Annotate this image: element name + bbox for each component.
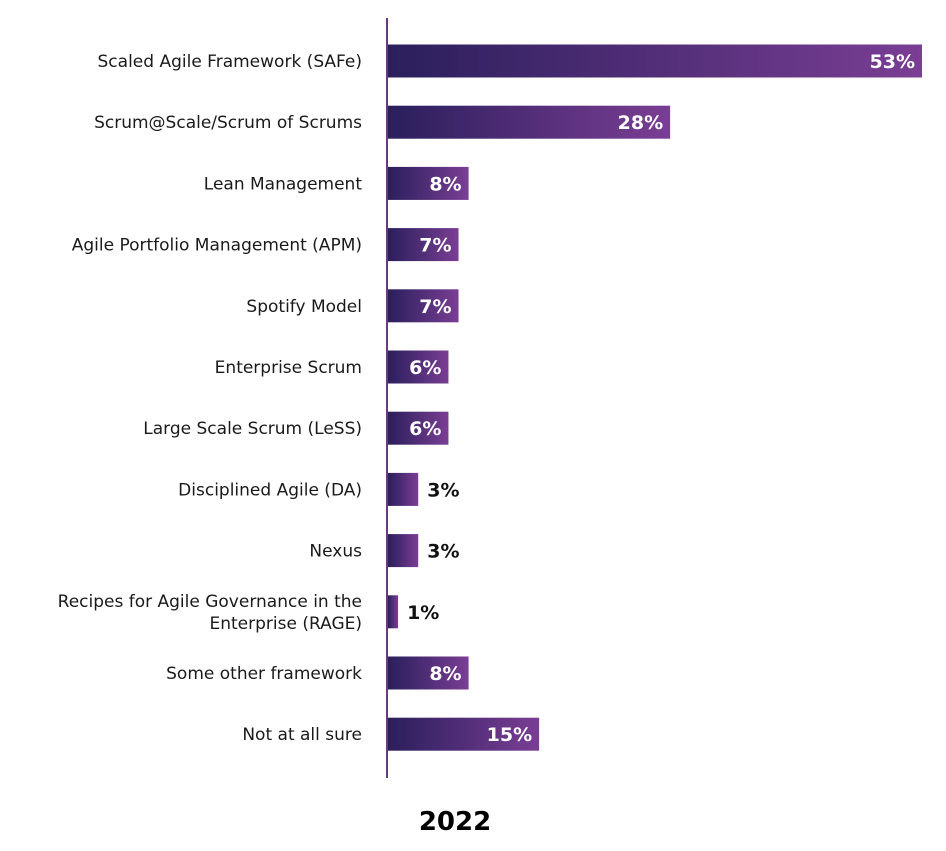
category-label: Enterprise Scrum xyxy=(215,358,362,378)
bar xyxy=(388,411,449,445)
bar xyxy=(388,289,459,323)
value-label: 6% xyxy=(409,418,441,440)
bar xyxy=(388,105,671,139)
value-label: 8% xyxy=(429,173,461,195)
x-axis-title: 2022 xyxy=(419,807,491,837)
category-label: Scaled Agile Framework (SAFe) xyxy=(98,52,362,72)
category-label: Agile Portfolio Management (APM) xyxy=(72,236,362,256)
bar xyxy=(388,717,540,751)
value-label: 1% xyxy=(407,602,439,624)
category-label: Spotify Model xyxy=(246,297,362,317)
value-label: 15% xyxy=(487,724,532,746)
bar xyxy=(388,534,419,568)
bar xyxy=(388,656,469,690)
value-label: 7% xyxy=(419,235,451,257)
category-label: Disciplined Agile (DA) xyxy=(178,480,362,500)
category-label: Not at all sure xyxy=(242,725,362,745)
bar xyxy=(388,166,469,200)
category-label: Lean Management xyxy=(204,174,363,194)
value-label: 8% xyxy=(429,663,461,685)
value-label: 7% xyxy=(419,296,451,318)
value-label: 3% xyxy=(427,541,459,563)
bars-group: Scaled Agile Framework (SAFe) 53% Scrum@Sc… xyxy=(58,44,922,751)
bar xyxy=(388,595,399,629)
category-label: Some other framework xyxy=(166,664,362,684)
category-label: Large Scale Scrum (LeSS) xyxy=(143,419,362,439)
bar xyxy=(388,350,449,384)
bar xyxy=(388,44,922,78)
category-label: Recipes for Agile Governance in the xyxy=(58,592,362,612)
value-label: 53% xyxy=(870,51,915,73)
category-label: Nexus xyxy=(309,542,362,562)
bar xyxy=(388,472,419,506)
value-label: 6% xyxy=(409,357,441,379)
bar xyxy=(388,228,459,262)
category-label: Enterprise (RAGE) xyxy=(210,614,363,634)
value-label: 28% xyxy=(618,112,663,134)
category-label: Scrum@Scale/Scrum of Scrums xyxy=(94,113,362,133)
value-label: 3% xyxy=(427,479,459,501)
